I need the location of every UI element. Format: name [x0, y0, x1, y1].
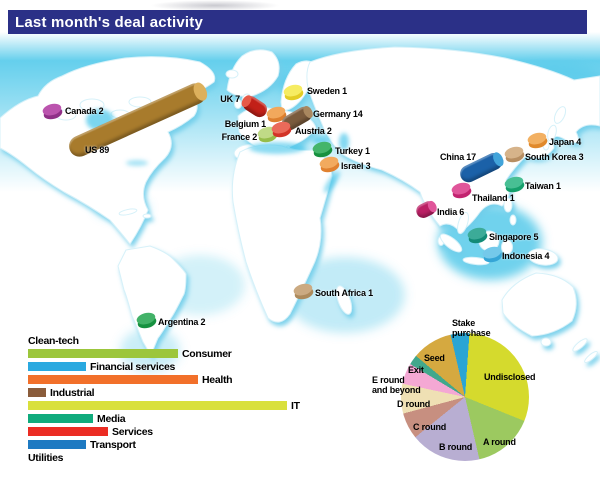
pie-label-undisclosed: Undisclosed	[484, 372, 536, 382]
malay-peninsula	[457, 211, 469, 235]
bar-row-clean-tech: Clean-tech	[28, 334, 368, 347]
sulawesi	[501, 239, 513, 255]
bar-label-clean-tech: Clean-tech	[28, 334, 79, 347]
philippines	[503, 197, 513, 213]
continent-asia	[306, 46, 600, 233]
bar-row-consumer: Consumer	[28, 347, 368, 360]
map-pin-label-sweden: Sweden 1	[307, 86, 347, 96]
bar-label-utilities: Utilities	[28, 451, 64, 464]
pie-label-d-round: D round	[397, 399, 431, 409]
bar-it	[28, 401, 287, 410]
map-pin-label-taiwan: Taiwan 1	[525, 181, 561, 191]
bar-label-it: IT	[291, 399, 300, 412]
world-map	[0, 32, 600, 372]
pie-label-seed: Seed	[424, 353, 445, 363]
japan-island	[547, 124, 557, 142]
map-pin-label-uk: UK 7	[220, 94, 240, 104]
pie-label-c-round: C round	[413, 422, 447, 432]
bar-label-financial-services: Financial services	[90, 360, 176, 373]
tasmania	[540, 337, 552, 347]
sector-bar-chart: Clean-tech Consumer Financial services Heal…	[28, 334, 368, 464]
decorative-swoosh	[150, 0, 280, 11]
map-pin-label-argentina: Argentina 2	[158, 317, 206, 327]
caspian-sea	[339, 133, 349, 151]
title-bar: Last month's deal activity	[8, 10, 587, 34]
pie-label-a-round: A round	[483, 437, 516, 447]
bar-transport	[28, 440, 86, 449]
map-pin-label-germany: Germany 14	[313, 109, 363, 119]
bar-row-transport: Transport	[28, 438, 368, 451]
round-pie-chart	[401, 333, 529, 461]
iceland	[225, 69, 239, 79]
bar-label-industrial: Industrial	[50, 386, 95, 399]
inner-seas	[86, 109, 349, 193]
sumatra	[439, 233, 463, 253]
pie-label-exit: Exit	[408, 365, 424, 375]
bar-industrial	[28, 388, 46, 397]
bar-label-consumer: Consumer	[182, 347, 232, 360]
map-pin-label-canada: Canada 2	[65, 106, 104, 116]
mediterranean	[249, 142, 305, 154]
hispaniola	[142, 213, 152, 219]
pie-label-b-round: B round	[439, 442, 473, 452]
map-pin-label-singapore: Singapore 5	[489, 232, 539, 242]
bar-row-health: Health	[28, 373, 368, 386]
map-pin-label-japan: Japan 4	[549, 137, 582, 147]
bar-row-financial-services: Financial services	[28, 360, 368, 373]
page-title: Last month's deal activity	[15, 13, 203, 31]
map-pin-label-belgium: Belgium 1	[224, 119, 266, 129]
bar-label-services: Services	[112, 425, 153, 438]
map-pin-label-israel: Israel 3	[341, 161, 371, 171]
bar-media	[28, 414, 93, 423]
map-pin-label-thailand: Thailand 1	[472, 193, 515, 203]
map-pin-label-france: France 2	[221, 132, 258, 142]
bar-row-services: Services	[28, 425, 368, 438]
japan-island	[553, 106, 567, 124]
bar-health	[28, 375, 198, 384]
map-pin-label-austria: Austria 2	[295, 126, 332, 136]
continent-australia	[501, 272, 577, 337]
bar-label-media: Media	[97, 412, 126, 425]
pie-label-e-round-and-beyond: E round and beyond	[372, 375, 421, 395]
new-zealand	[572, 338, 588, 352]
new-zealand	[584, 351, 598, 363]
bar-row-it: IT	[28, 399, 368, 412]
bar-financial-services	[28, 362, 86, 371]
map-pin-label-us: US 89	[85, 145, 110, 155]
map-pin-label-turkey: Turkey 1	[335, 146, 370, 156]
bar-label-health: Health	[202, 373, 233, 386]
red-sea	[323, 171, 341, 193]
pie-label-stake-purchase: Stake purchase	[452, 318, 491, 338]
continent-africa	[231, 144, 333, 323]
bar-row-media: Media	[28, 412, 368, 425]
bar-row-industrial: Industrial	[28, 386, 368, 399]
map-pin-label-south-africa: South Africa 1	[315, 288, 373, 298]
map-pin-label-india: India 6	[437, 207, 465, 217]
continent-south-america	[117, 245, 187, 358]
great-lakes	[126, 160, 148, 166]
cuba	[118, 208, 138, 216]
philippines	[509, 214, 517, 226]
new-guinea	[527, 248, 559, 266]
map-pin-label-south-korea: South Korea 3	[525, 152, 584, 162]
map-pin-label-indonesia: Indonesia 4	[502, 251, 550, 261]
bar-label-transport: Transport	[90, 438, 136, 451]
map-pin-label-china: China 17	[440, 152, 476, 162]
bar-consumer	[28, 349, 178, 358]
madagascar	[335, 285, 353, 315]
bar-row-utilities: Utilities	[28, 451, 368, 464]
bar-services	[28, 427, 108, 436]
